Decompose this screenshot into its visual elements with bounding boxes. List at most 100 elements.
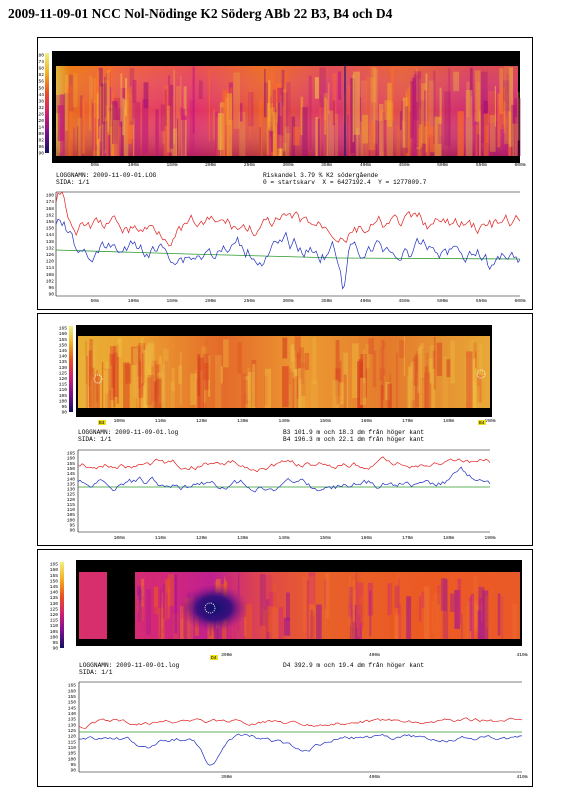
thermal-scale-label: 120 <box>38 118 44 124</box>
line-y-tick: 90 <box>48 292 54 298</box>
line-y-tick: 165 <box>67 451 76 457</box>
panel-3: 165 160 155 150 145 140 135 130 125 120 115 110 105 1… <box>37 549 533 787</box>
line-y-tick: 110 <box>68 745 77 751</box>
line-y-tick: 140 <box>67 476 76 482</box>
line-y-tick: 105 <box>67 512 76 518</box>
thermal-scale-label: 96 <box>38 144 44 150</box>
thermal-scale-label: 100 <box>59 398 68 404</box>
page-3: SIDA: 1/1 <box>79 669 113 676</box>
line-y-tick: 130 <box>68 722 77 728</box>
line-y-tick: 144 <box>46 232 55 238</box>
thermal-scale-label: 138 <box>38 98 44 104</box>
line-y-tick: 160 <box>67 456 76 462</box>
line-y-tick: 125 <box>67 492 76 498</box>
line-x-tick: 300m <box>282 298 293 304</box>
thermal-scale-label: 90 <box>61 410 67 416</box>
line-x-tick: 110m <box>155 535 166 541</box>
line-x-tick: 390m <box>221 774 232 780</box>
line-y-tick: 110 <box>67 507 76 513</box>
page-2: SIDA: 1/1 <box>78 436 112 443</box>
thermal-x-tick: 100m <box>128 162 139 168</box>
line-x-tick: 150m <box>166 298 177 304</box>
line-y-tick: 130 <box>67 487 76 493</box>
marker-b4: B4 <box>479 420 485 426</box>
thermal-x-tick: 100m <box>114 418 125 424</box>
line-y-tick: 100 <box>68 756 77 762</box>
thermal-scale-label: 115 <box>59 382 68 388</box>
thermal-scale-label: 125 <box>59 370 68 376</box>
thermal-scale-label: 120 <box>59 376 68 382</box>
thermal-scale-label: 132 <box>38 105 44 111</box>
thermal-scale-label: 174 <box>38 59 44 65</box>
thermal-scale-label: 114 <box>38 124 44 130</box>
line-x-tick: 120m <box>196 535 207 541</box>
thermal-scale-label: 125 <box>50 606 59 612</box>
line-y-tick: 150 <box>68 700 77 706</box>
line-y-tick: 132 <box>46 245 55 251</box>
line-x-tick: 190m <box>484 535 495 541</box>
line-y-tick: 95 <box>70 762 76 768</box>
line-y-tick: 135 <box>67 481 76 487</box>
thermal-scale-label: 115 <box>50 618 59 624</box>
thermal-x-tick: 150m <box>166 162 177 168</box>
line-x-tick: 400m <box>369 774 380 780</box>
thermal-scale-label: 144 <box>38 92 44 98</box>
line-y-tick: 155 <box>68 694 77 700</box>
thermal-scale-label: 108 <box>38 131 44 137</box>
thermal-scale-label: 160 <box>50 567 59 573</box>
line-x-tick: 450m <box>398 298 409 304</box>
thermal-x-tick: 400m <box>369 652 380 658</box>
line-x-tick: 410m <box>516 774 527 780</box>
line-x-tick: 170m <box>402 535 413 541</box>
thermal-x-tick: 300m <box>282 162 293 168</box>
thermal-scale-label: 165 <box>59 326 68 332</box>
line-x-tick: 500m <box>437 298 448 304</box>
line-y-tick: 135 <box>68 717 77 723</box>
thermal-x-tick: 170m <box>402 418 413 424</box>
thermal-scale-label: 135 <box>59 359 68 365</box>
thermal-map-3: 1651601551501451401351301251201151101051… <box>50 560 528 780</box>
page-title: 2009-11-09-01 NCC Nol-Nödinge K2 Söderg … <box>8 6 393 21</box>
thermal-scale-label: 156 <box>38 79 44 85</box>
thermal-x-tick: 180m <box>443 418 454 424</box>
line-x-tick: 250m <box>244 298 255 304</box>
line-x-tick: 100m <box>114 535 125 541</box>
b4-info: B4 196.3 m och 22.1 dm från höger kant <box>283 436 425 443</box>
thermal-scale-label: 90 <box>52 646 58 652</box>
thermal-scale-label: 135 <box>50 595 59 601</box>
thermal-scale-label: 105 <box>50 629 59 635</box>
line-y-tick: 90 <box>69 528 75 534</box>
line-y-tick: 145 <box>67 471 76 477</box>
line-y-tick: 100 <box>67 517 76 523</box>
thermal-x-tick: 600m <box>514 162 525 168</box>
thermal-x-tick: 450m <box>398 162 409 168</box>
line-x-tick: 50m <box>91 298 100 304</box>
thermal-scale-label: 150 <box>59 342 68 348</box>
thermal-scale-label: 180 <box>38 53 44 59</box>
thermal-scale-label: 110 <box>59 387 68 393</box>
thermal-x-tick: 140m <box>278 418 289 424</box>
line-y-tick: 150 <box>67 466 76 472</box>
line-y-tick: 138 <box>46 239 55 245</box>
thermal-scale-label: 140 <box>50 590 59 596</box>
thermal-scale-label: 90 <box>38 151 44 157</box>
thermal-scale-label: 160 <box>59 331 68 337</box>
line-y-tick: 162 <box>46 212 55 218</box>
thermal-x-tick: 390m <box>221 652 232 658</box>
log-name-2: LOGGNAMN: 2009-11-09-01.log <box>78 429 179 436</box>
line-y-tick: 156 <box>46 219 55 225</box>
line-y-tick: 115 <box>68 739 77 745</box>
thermal-x-tick: 120m <box>196 418 207 424</box>
line-x-tick: 200m <box>205 298 216 304</box>
thermal-x-tick: 350m <box>321 162 332 168</box>
thermal-scale-label: 150 <box>38 85 44 91</box>
thermal-map-2: 1651601551501451401351301251201151101051… <box>59 325 496 541</box>
line-y-tick: 120 <box>46 259 55 265</box>
thermal-scale-label: 162 <box>38 72 44 78</box>
log-name-3: LOGGNAMN: 2009-11-09-01.log <box>79 662 180 669</box>
thermal-scale-label: 105 <box>59 393 68 399</box>
line-y-tick: 160 <box>68 688 77 694</box>
marker-b3: B3 <box>99 420 105 426</box>
thermal-x-tick: 200m <box>205 162 216 168</box>
line-y-tick: 96 <box>48 285 54 291</box>
